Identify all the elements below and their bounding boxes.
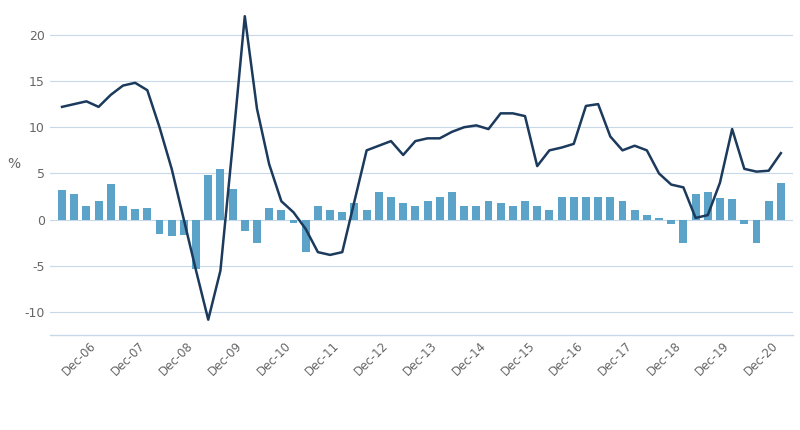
Bar — [338, 212, 346, 220]
Y-axis label: %: % — [7, 157, 20, 171]
Bar — [411, 206, 419, 220]
Bar — [58, 190, 66, 220]
Bar — [253, 220, 261, 243]
Bar — [375, 192, 382, 220]
Bar — [460, 206, 468, 220]
Bar — [217, 169, 224, 220]
Bar — [168, 220, 176, 237]
Bar — [679, 220, 687, 243]
Bar — [606, 197, 614, 220]
Bar — [423, 201, 431, 220]
Bar — [509, 206, 517, 220]
Bar — [485, 201, 493, 220]
Bar — [326, 211, 334, 220]
Bar — [472, 206, 480, 220]
Bar — [387, 197, 395, 220]
Bar — [630, 211, 638, 220]
Bar — [229, 189, 237, 220]
Bar — [362, 211, 370, 220]
Bar — [667, 220, 675, 224]
Bar — [107, 184, 114, 220]
Bar — [765, 201, 773, 220]
Bar — [119, 206, 127, 220]
Bar — [582, 197, 590, 220]
Bar — [704, 192, 712, 220]
Bar — [753, 220, 761, 243]
Bar — [618, 201, 626, 220]
Bar — [265, 208, 273, 220]
Bar — [692, 194, 699, 220]
Bar — [278, 211, 286, 220]
Bar — [570, 197, 578, 220]
Bar — [643, 215, 651, 220]
Bar — [94, 201, 102, 220]
Bar — [594, 197, 602, 220]
Bar — [558, 197, 566, 220]
Bar — [290, 220, 298, 224]
Bar — [728, 200, 736, 220]
Bar — [350, 203, 358, 220]
Bar — [740, 220, 748, 224]
Bar — [655, 218, 663, 220]
Bar — [777, 183, 785, 220]
Bar — [204, 175, 212, 220]
Bar — [716, 199, 724, 220]
Bar — [436, 197, 444, 220]
Bar — [192, 220, 200, 269]
Bar — [534, 206, 541, 220]
Bar — [143, 208, 151, 220]
Bar — [155, 220, 163, 233]
Bar — [448, 192, 456, 220]
Bar — [180, 220, 188, 234]
Bar — [241, 220, 249, 231]
Bar — [497, 203, 505, 220]
Bar — [314, 206, 322, 220]
Bar — [70, 194, 78, 220]
Bar — [546, 211, 554, 220]
Bar — [521, 201, 529, 220]
Bar — [399, 203, 407, 220]
Bar — [131, 209, 139, 220]
Bar — [302, 220, 310, 252]
Bar — [82, 206, 90, 220]
